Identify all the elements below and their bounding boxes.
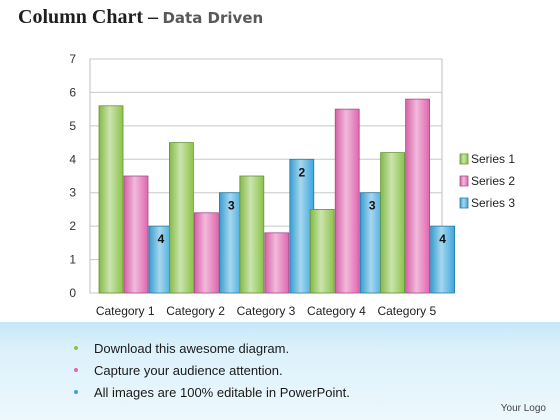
bullet-dot-icon xyxy=(74,368,78,372)
data-label: 3 xyxy=(369,199,376,213)
x-tick-label: Category 3 xyxy=(237,304,296,318)
logo-text: Your Logo xyxy=(500,403,546,414)
legend-swatch xyxy=(459,153,469,165)
bar-series-1 xyxy=(380,152,406,294)
bar-series-3 xyxy=(430,225,456,294)
bottom-band xyxy=(0,322,560,420)
bar-series-3 xyxy=(218,192,244,294)
bullet-dot-icon xyxy=(74,346,78,350)
y-tick-label: 3 xyxy=(69,186,76,200)
bar-series-1 xyxy=(239,175,265,294)
page-title: Column Chart – Data Driven xyxy=(18,6,263,29)
y-tick-label: 4 xyxy=(69,152,76,166)
legend-label: Series 2 xyxy=(471,174,515,188)
y-tick-label: 2 xyxy=(69,219,76,233)
data-label: 3 xyxy=(228,199,235,213)
bullet-text: All images are 100% editable in PowerPoi… xyxy=(94,385,350,400)
y-tick-label: 1 xyxy=(69,253,76,267)
bar-series-1 xyxy=(98,105,124,294)
bullet-item: Capture your audience attention. xyxy=(74,362,350,384)
data-label: 2 xyxy=(298,165,305,179)
y-tick-label: 6 xyxy=(69,85,76,99)
bullet-dot-icon xyxy=(74,390,78,394)
x-tick-label: Category 4 xyxy=(307,304,366,318)
x-tick-label: Category 5 xyxy=(377,304,436,318)
bar-series-1 xyxy=(168,142,194,294)
chart-title: Column Chart – xyxy=(18,6,159,28)
bar-series-3 xyxy=(289,158,315,294)
bar-series-2 xyxy=(123,175,149,294)
data-label: 4 xyxy=(158,232,165,246)
x-tick-label: Category 2 xyxy=(166,304,225,318)
legend-label: Series 1 xyxy=(471,152,515,166)
bar-series-1 xyxy=(309,209,335,294)
bullet-text: Download this awesome diagram. xyxy=(94,341,290,356)
legend-label: Series 3 xyxy=(471,196,515,210)
x-tick-label: Category 1 xyxy=(96,304,155,318)
y-tick-label: 7 xyxy=(69,52,76,66)
bar-series-2 xyxy=(334,108,360,294)
bullet-text: Capture your audience attention. xyxy=(94,363,283,378)
bar-series-2 xyxy=(264,232,290,294)
y-tick-label: 5 xyxy=(69,119,76,133)
bullet-list: Download this awesome diagram. Capture y… xyxy=(74,340,350,406)
bullet-item: All images are 100% editable in PowerPoi… xyxy=(74,384,350,406)
bullet-item: Download this awesome diagram. xyxy=(74,340,350,362)
chart-subtitle: Data Driven xyxy=(162,9,264,27)
column-chart: 0 1 2 3 4 5 6 7 Category 1 Category 2 Category 3 Ca… xyxy=(69,52,515,318)
data-label: 4 xyxy=(439,232,446,246)
bar-series-2 xyxy=(405,98,431,294)
legend-swatch xyxy=(459,197,469,209)
bar-series-2 xyxy=(193,212,219,294)
y-tick-label: 0 xyxy=(69,286,76,300)
legend-swatch xyxy=(459,175,469,187)
